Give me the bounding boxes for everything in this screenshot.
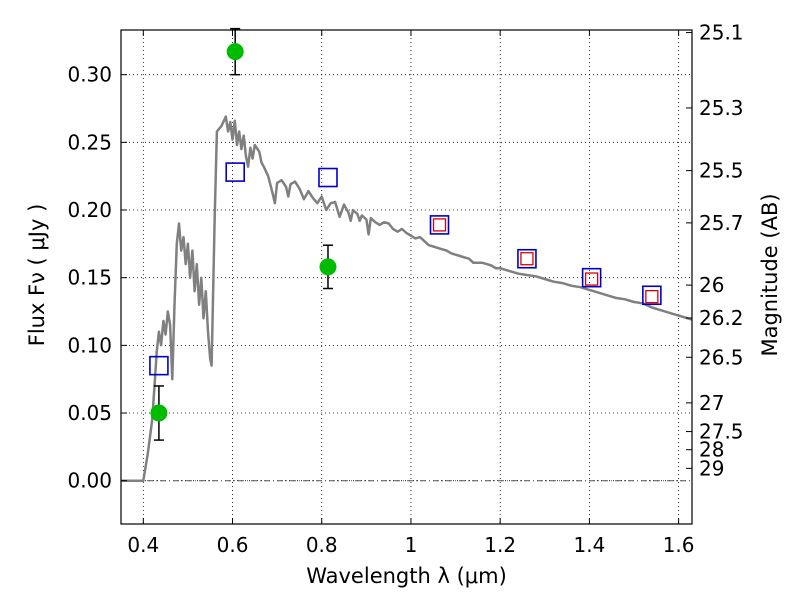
right-tick-label: 26 <box>699 273 724 297</box>
model-spectrum-line <box>121 115 693 482</box>
right-tick-label: 25.7 <box>699 211 744 235</box>
right-tick-label: 25.3 <box>699 96 744 120</box>
right-tick-label: 29 <box>699 456 724 480</box>
right-tick-label: 28 <box>699 438 724 462</box>
model-flux-marker <box>318 167 338 188</box>
observed-flux-point <box>150 404 168 422</box>
right-tick-label: 27.5 <box>699 420 744 444</box>
x-tick-label: 0.6 <box>217 533 249 557</box>
x-tick-label: 0.8 <box>306 533 338 557</box>
model-flux-marker-small <box>584 272 599 286</box>
y-tick-label: 0.05 <box>67 401 112 425</box>
right-tick-label: 26.5 <box>699 345 744 369</box>
plot-frame <box>120 29 693 525</box>
y-axis-label: Flux Fν ( μJy ) <box>25 204 49 347</box>
x-tick-label: 0.4 <box>127 533 159 557</box>
model-flux-marker-small <box>520 252 534 266</box>
x-tick-label: 1.2 <box>484 533 516 557</box>
model-flux-marker <box>225 162 245 182</box>
data-layer <box>121 27 693 482</box>
right-tick-label: 25.1 <box>699 21 744 45</box>
right-tick-label: 27 <box>699 391 724 415</box>
x-axis-label: Wavelength λ (μm) <box>306 564 507 588</box>
x-tick-label: 1 <box>405 533 418 557</box>
model-flux-marker <box>581 267 602 288</box>
x-tick-label: 1.6 <box>663 533 695 557</box>
observed-flux-point <box>319 258 337 276</box>
y-tick-label: 0.20 <box>67 198 112 222</box>
tick-layer: 0.4 0.6 0.8 1 1.2 1.4 1.6 0.00 0.05 0.10 0.15 0.20 0… <box>67 21 743 557</box>
right-tick-label: 26.2 <box>699 306 744 330</box>
model-flux-marker-small <box>432 218 447 232</box>
observed-flux-point <box>226 43 244 61</box>
x-tick-label: 1.4 <box>573 533 605 557</box>
model-flux-marker <box>642 285 662 306</box>
right-tick-label: 25.5 <box>699 159 744 183</box>
model-flux-marker <box>517 248 537 269</box>
y-tick-label: 0.00 <box>67 469 112 493</box>
y-tick-label: 0.30 <box>67 63 112 87</box>
right-axis-label: Magnitude (AB) <box>758 193 782 356</box>
y-tick-label: 0.10 <box>67 333 112 357</box>
grid-layer <box>121 30 692 524</box>
model-flux-marker <box>429 215 450 235</box>
y-tick-label: 0.15 <box>67 266 112 290</box>
model-flux-marker-small <box>645 289 659 304</box>
model-flux-marker <box>149 355 169 376</box>
y-tick-label: 0.25 <box>67 130 112 154</box>
